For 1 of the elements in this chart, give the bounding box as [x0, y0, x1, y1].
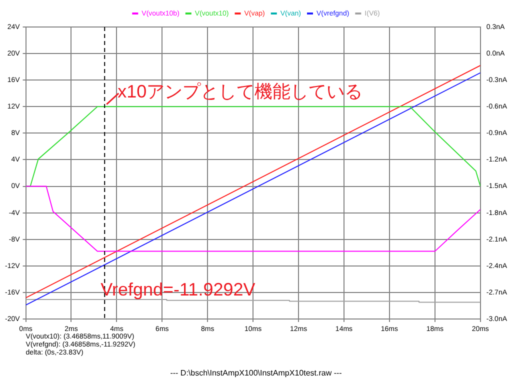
- text: --- D:\bsch\InstAmpX100\InstAmpX10test.raw ---: [170, 368, 342, 378]
